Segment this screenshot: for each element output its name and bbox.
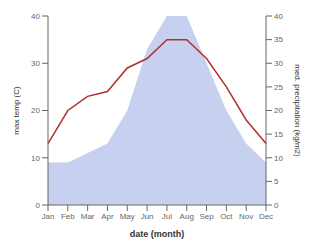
svg-text:35: 35 xyxy=(274,35,283,44)
svg-text:5: 5 xyxy=(274,177,279,186)
svg-text:Dec: Dec xyxy=(259,212,273,221)
svg-text:Oct: Oct xyxy=(220,212,233,221)
svg-text:0: 0 xyxy=(274,201,279,210)
svg-text:Aug: Aug xyxy=(180,212,194,221)
svg-text:25: 25 xyxy=(274,83,283,92)
svg-text:Sep: Sep xyxy=(199,212,214,221)
svg-text:max temp (C): max temp (C) xyxy=(12,86,21,135)
svg-text:0: 0 xyxy=(36,201,41,210)
svg-text:Jul: Jul xyxy=(162,212,172,221)
svg-text:40: 40 xyxy=(274,12,283,21)
svg-text:10: 10 xyxy=(274,154,283,163)
svg-text:Feb: Feb xyxy=(61,212,75,221)
svg-text:40: 40 xyxy=(31,12,40,21)
svg-text:10: 10 xyxy=(31,154,40,163)
svg-text:Jun: Jun xyxy=(141,212,154,221)
svg-text:med. precipitation (kg/m2): med. precipitation (kg/m2) xyxy=(293,64,302,157)
svg-text:20: 20 xyxy=(274,106,283,115)
svg-text:date (month): date (month) xyxy=(130,229,185,239)
svg-text:30: 30 xyxy=(31,59,40,68)
svg-text:20: 20 xyxy=(31,106,40,115)
svg-text:Jan: Jan xyxy=(42,212,55,221)
svg-text:30: 30 xyxy=(274,59,283,68)
svg-text:Mar: Mar xyxy=(81,212,95,221)
svg-text:Nov: Nov xyxy=(239,212,253,221)
svg-text:Apr: Apr xyxy=(101,212,114,221)
svg-text:15: 15 xyxy=(274,130,283,139)
svg-text:May: May xyxy=(120,212,135,221)
